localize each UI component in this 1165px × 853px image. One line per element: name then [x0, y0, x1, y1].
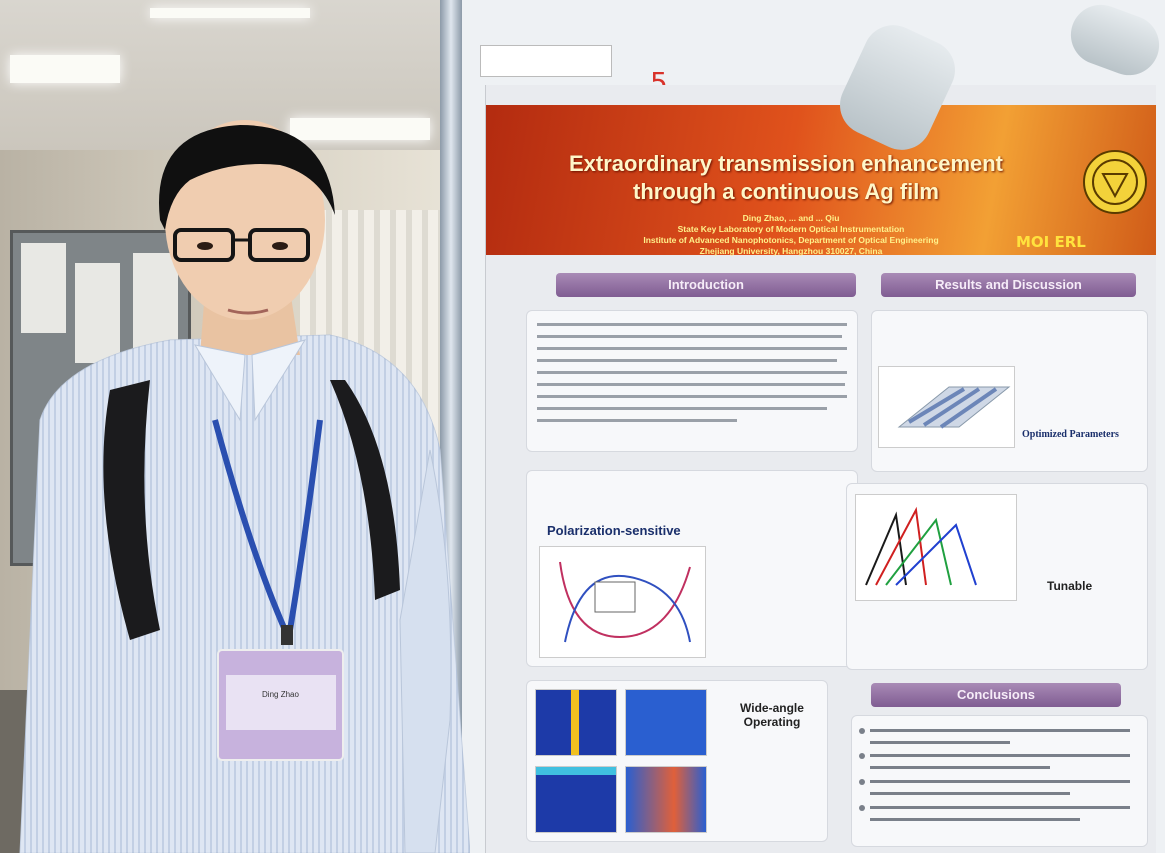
structure-figure [878, 366, 1015, 448]
intro-box [526, 310, 858, 452]
results-box: Optimized Parameters [871, 310, 1148, 472]
poster-authors: Ding Zhao, ... and ... Qiu State Key Lab… [643, 213, 939, 256]
transmittance-plot [539, 546, 706, 658]
tunable-heading: Tunable [1047, 579, 1093, 593]
wide-angle-heading: Wide-angle Operating [740, 701, 804, 729]
poster-tag [480, 45, 612, 77]
poster-title: Extraordinary transmission enhancement t… [568, 151, 1004, 204]
lab-logo: MOI ERL [1016, 233, 1086, 251]
poster-banner: Extraordinary transmission enhancement t… [486, 105, 1156, 256]
polarization-box: Polarization-sensitive [526, 470, 858, 667]
ceiling-light [290, 118, 430, 140]
angle-map-4 [625, 766, 707, 833]
badge-name: Ding Zhao [262, 690, 299, 699]
wide-angle-box: Wide-angle Operating [526, 680, 828, 842]
tunable-box: Tunable [846, 483, 1148, 670]
research-poster: Extraordinary transmission enhancement t… [485, 85, 1156, 853]
section-introduction: Introduction [556, 273, 856, 297]
angle-map-3 [535, 766, 617, 833]
angle-map-1 [535, 689, 617, 756]
conclusions-box [851, 715, 1148, 847]
ceiling-light [10, 55, 120, 83]
ceiling-light [150, 8, 310, 18]
university-seal-icon [1083, 150, 1147, 214]
polarization-heading: Polarization-sensitive [547, 523, 681, 538]
person [19, 120, 470, 853]
tunable-spectra-plot [855, 494, 1017, 601]
optimized-heading: Optimized Parameters [1022, 429, 1119, 440]
section-conclusions: Conclusions [871, 683, 1121, 707]
section-results: Results and Discussion [881, 273, 1136, 297]
angle-map-2 [625, 689, 707, 756]
